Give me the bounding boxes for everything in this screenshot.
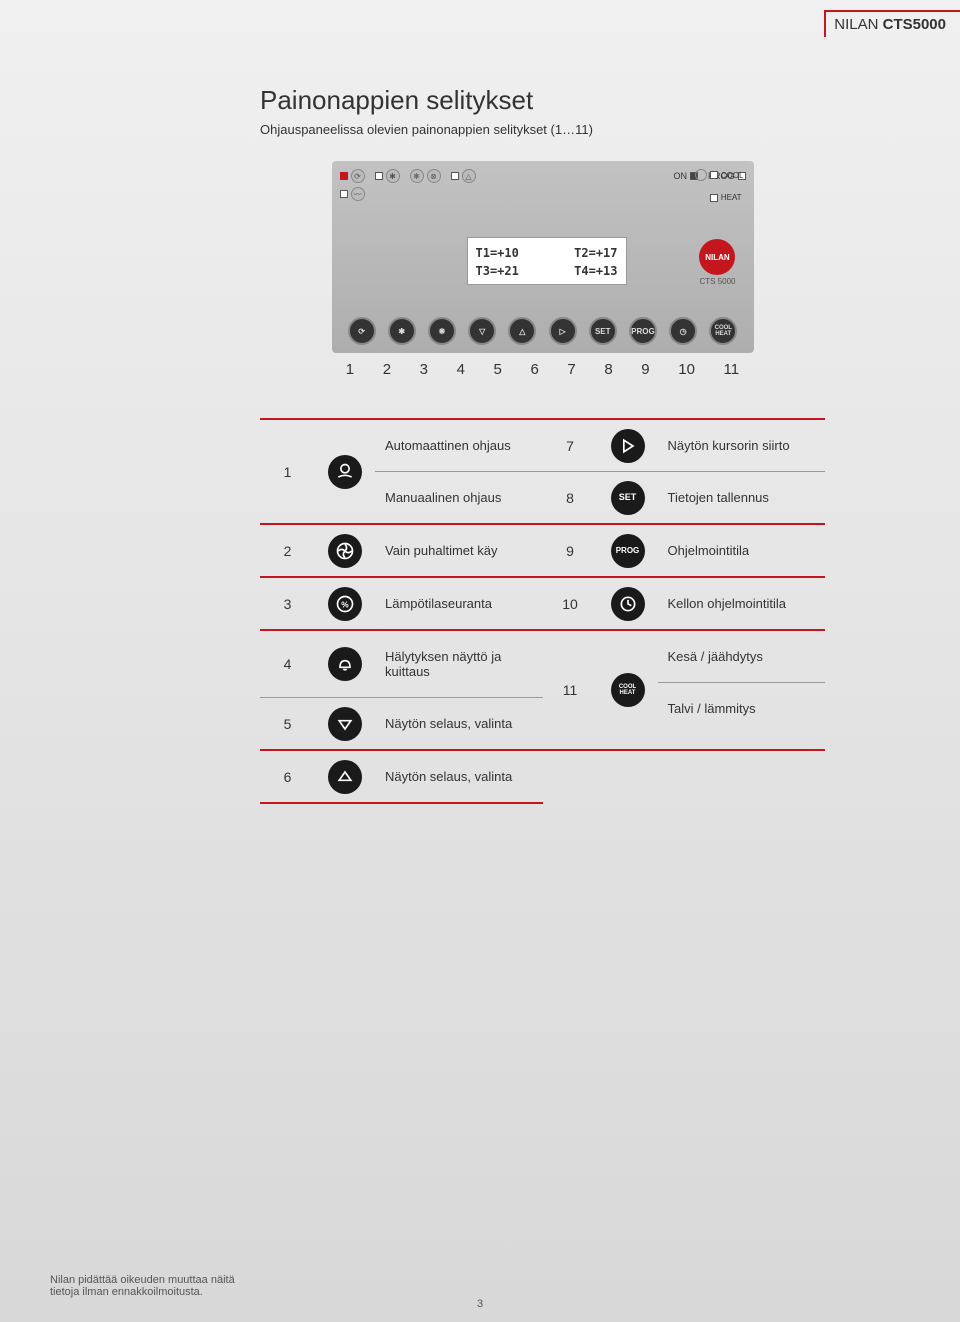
header-brand: NILAN CTS5000 <box>824 10 960 37</box>
fan-icon <box>328 534 362 568</box>
lcd-t1: T1=+10 <box>476 244 519 262</box>
icon-prog: PROG <box>598 525 658 576</box>
num-10: 10 <box>543 578 598 629</box>
cool-label: COOL <box>721 171 744 180</box>
set-icon: SET <box>611 481 645 515</box>
icon-right <box>598 420 658 471</box>
up-icon <box>328 760 362 794</box>
lcd-t3: T3=+21 <box>476 262 519 280</box>
number-10: 10 <box>678 361 695 378</box>
lcd-t4: T4=+13 <box>574 262 617 280</box>
desc-3: Lämpötilaseuranta <box>375 578 543 629</box>
logo-circle: NILAN <box>699 239 735 275</box>
num-4: 4 <box>260 631 315 697</box>
panel-button-4: ▽ <box>468 317 496 345</box>
icon-bell <box>315 631 375 697</box>
legend-row-1: 1 Automaattinen ohjausManuaalinen ohjaus7… <box>260 420 825 525</box>
panel-button-10: COOLHEAT <box>709 317 737 345</box>
legend-row-4-5: 4 Hälytyksen näyttö ja kuittaus 5 Näytön se… <box>260 631 825 751</box>
desc-9: Ohjelmointitila <box>658 525 826 576</box>
num-2: 2 <box>260 525 315 576</box>
panel-button-1: ⟳ <box>348 317 376 345</box>
desc-7: Näytön kursorin siirto <box>658 420 826 471</box>
icon-temp: % <box>315 578 375 629</box>
legend-table: 1 Automaattinen ohjausManuaalinen ohjaus7… <box>260 418 825 804</box>
lcd-t2: T2=+17 <box>574 244 617 262</box>
panel-button-5: △ <box>508 317 536 345</box>
desc-manual: Manuaalinen ohjaus <box>375 472 543 523</box>
desc-10: Kellon ohjelmointitila <box>658 578 826 629</box>
number-11: 11 <box>724 361 740 378</box>
num-6: 6 <box>260 751 315 802</box>
panel-button-2: ✱ <box>388 317 416 345</box>
prog-icon: PROG <box>611 534 645 568</box>
auto-icon <box>328 455 362 489</box>
brand-model: CTS5000 <box>883 16 946 33</box>
clock-icon <box>611 587 645 621</box>
number-2: 2 <box>383 361 391 378</box>
number-5: 5 <box>494 361 502 378</box>
disclaimer-line1: Nilan pidättää oikeuden muuttaa näitä <box>50 1274 910 1286</box>
icon-set: SET <box>598 472 658 523</box>
desc-6: Näytön selaus, valinta <box>375 751 543 802</box>
number-1: 1 <box>346 361 354 378</box>
number-3: 3 <box>420 361 428 378</box>
legend-row-3: 3% Lämpötilaseuranta10 Kellon ohjelmointit… <box>260 578 825 631</box>
heat-label: HEAT <box>721 193 742 202</box>
legend-row-2: 2 Vain puhaltimet käy9 PROG Ohjelmointitila <box>260 525 825 578</box>
icon-col-1 <box>315 420 375 523</box>
page-title: Painonappien selitykset <box>260 85 825 116</box>
right-icon <box>611 429 645 463</box>
control-panel-image: ⟳ ✱ ❋⊗ △ ON PROG 〰 COOL HEAT NILAN CTS 5… <box>332 161 754 353</box>
num-5: 5 <box>260 698 315 749</box>
desc-2: Vain puhaltimet käy <box>375 525 543 576</box>
brand-text: NILAN <box>834 16 882 33</box>
svg-text:%: % <box>341 599 349 609</box>
num-9: 9 <box>543 525 598 576</box>
number-labels: 1 2 3 4 5 6 7 8 9 10 11 <box>332 361 754 378</box>
page-footer: Nilan pidättää oikeuden muuttaa näitä ti… <box>50 1274 910 1298</box>
number-6: 6 <box>530 361 538 378</box>
coolheat-icon: COOLHEAT <box>611 673 645 707</box>
side-labels: COOL HEAT <box>695 169 744 206</box>
panel-button-9: ◷ <box>669 317 697 345</box>
number-8: 8 <box>604 361 612 378</box>
icon-clock <box>598 578 658 629</box>
panel-logo: NILAN CTS 5000 <box>699 239 735 286</box>
page-number: 3 <box>477 1298 483 1310</box>
bell-icon <box>328 647 362 681</box>
desc-8: Tietojen tallennus <box>658 472 826 523</box>
num-11: 11 <box>543 631 598 749</box>
number-9: 9 <box>641 361 649 378</box>
number-4: 4 <box>457 361 465 378</box>
disclaimer-line2: tietoja ilman ennakkoilmoitusta. <box>50 1286 910 1298</box>
desc-4: Hälytyksen näyttö ja kuittaus <box>375 631 543 697</box>
icon-up2 <box>315 751 375 802</box>
panel-button-row: ⟳ ✱ ❋ ▽ △ ▷ SET PROG ◷ COOLHEAT <box>342 317 744 345</box>
legend-row-6: 6 Näytön selaus, valinta <box>260 751 543 804</box>
num-3: 3 <box>260 578 315 629</box>
lcd-screen: T1=+10 T2=+17 T3=+21 T4=+13 <box>467 237 627 285</box>
icon-fan <box>315 525 375 576</box>
number-7: 7 <box>567 361 575 378</box>
num-1: 1 <box>260 420 315 523</box>
model-text: CTS 5000 <box>699 277 735 286</box>
icon-down <box>315 698 375 749</box>
num-7: 7 <box>543 420 598 471</box>
on-label: ON <box>673 171 687 181</box>
num-8: 8 <box>543 472 598 523</box>
desc-heat: Talvi / lämmitys <box>658 683 826 734</box>
panel-button-8: PROG <box>629 317 657 345</box>
panel-button-3: ❋ <box>428 317 456 345</box>
icon-coolheat: COOLHEAT <box>598 631 658 749</box>
panel-button-6: ▷ <box>549 317 577 345</box>
desc-5: Näytön selaus, valinta <box>375 698 543 749</box>
page-subtitle: Ohjauspaneelissa olevien painonappien se… <box>260 122 825 137</box>
temp-icon: % <box>328 587 362 621</box>
down-icon <box>328 707 362 741</box>
desc-cool: Kesä / jäähdytys <box>658 631 826 682</box>
desc-auto: Automaattinen ohjaus <box>375 420 543 471</box>
panel-button-7: SET <box>589 317 617 345</box>
